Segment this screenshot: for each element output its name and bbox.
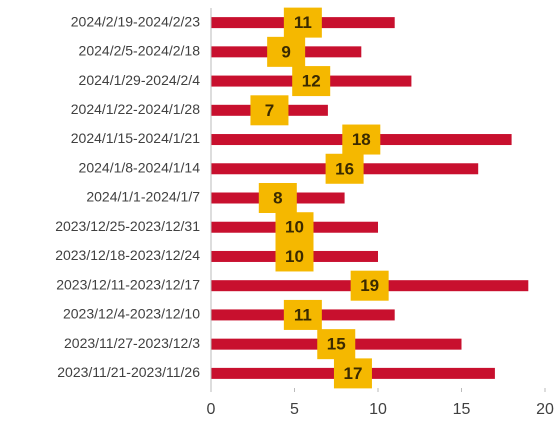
y-tick-label: 2024/1/29-2024/2/4	[79, 72, 201, 88]
value-label-box	[342, 124, 381, 155]
y-tick-label: 2024/1/15-2024/1/21	[71, 130, 200, 146]
value-label-box	[283, 7, 322, 38]
y-tick-label: 2024/1/8-2024/1/14	[79, 159, 201, 175]
value-label-box	[350, 270, 389, 301]
value-label-box	[317, 329, 356, 360]
y-tick-label: 2023/12/11-2023/12/17	[56, 276, 200, 292]
y-tick-label: 2023/12/25-2023/12/31	[55, 218, 200, 234]
value-label: 17	[343, 364, 362, 383]
value-label-box	[275, 212, 314, 243]
value-label-box	[275, 241, 314, 272]
y-tick-label: 2024/1/1-2024/1/7	[86, 189, 200, 205]
x-tick-label: 20	[536, 401, 554, 418]
value-label: 18	[352, 130, 371, 149]
value-label: 11	[294, 13, 312, 32]
value-label-box	[258, 183, 297, 213]
y-tick-label: 2023/11/27-2023/12/3	[64, 335, 200, 351]
value-label: 12	[302, 72, 321, 91]
value-label-box	[292, 66, 331, 97]
y-tick-label: 2024/1/22-2024/1/28	[71, 101, 200, 117]
y-tick-label: 2024/2/5-2024/2/18	[79, 43, 201, 59]
value-label: 10	[285, 218, 304, 237]
x-tick-label: 15	[453, 401, 471, 418]
y-tick-label: 2023/11/21-2023/11/26	[57, 364, 200, 380]
y-tick-label: 2023/12/4-2023/12/10	[63, 306, 200, 322]
value-label: 10	[285, 247, 304, 266]
value-label-box	[325, 153, 364, 184]
y-tick-label: 2024/2/19-2024/2/23	[71, 13, 200, 29]
value-label: 16	[335, 159, 354, 178]
value-label: 15	[327, 335, 346, 354]
value-label: 9	[281, 42, 290, 61]
x-tick-label: 5	[290, 401, 299, 418]
value-label-box	[283, 299, 322, 330]
value-label: 7	[265, 101, 274, 120]
value-label: 19	[360, 276, 379, 295]
value-label: 11	[294, 305, 312, 324]
value-label-box	[250, 95, 289, 126]
y-tick-label: 2023/12/18-2023/12/24	[55, 247, 200, 263]
x-tick-label: 0	[207, 401, 216, 418]
value-label: 8	[273, 188, 282, 207]
x-tick-label: 10	[369, 401, 387, 418]
value-label-box	[267, 36, 306, 67]
value-label-box	[333, 358, 372, 389]
